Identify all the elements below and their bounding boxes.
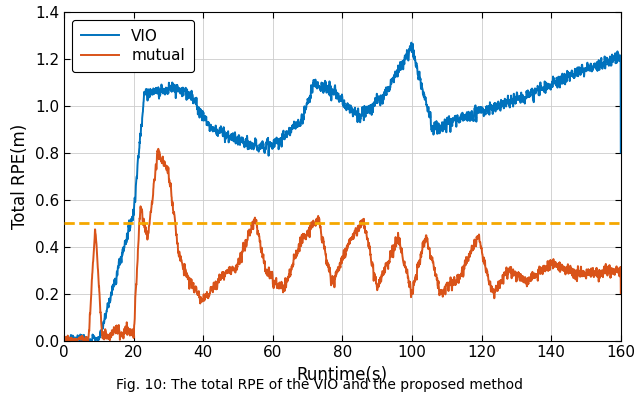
Y-axis label: Total RPE(m): Total RPE(m) [12, 124, 29, 229]
mutual [60, 335, 68, 340]
VIO [60, 335, 68, 340]
VIO [298, 112, 306, 116]
VIO [408, 40, 415, 45]
VIO [157, 88, 164, 93]
VIO [124, 236, 132, 241]
mutual [157, 158, 164, 163]
mutual [61, 338, 69, 343]
Text: Fig. 10: The total RPE of the VIO and the proposed method: Fig. 10: The total RPE of the VIO and th… [116, 378, 524, 392]
mutual [617, 291, 625, 295]
mutual [606, 274, 614, 278]
mutual [274, 284, 282, 289]
Line: mutual: mutual [64, 149, 621, 341]
VIO [274, 139, 282, 144]
VIO [547, 84, 554, 89]
VIO [63, 338, 70, 343]
VIO [617, 150, 625, 155]
VIO [606, 54, 614, 59]
Legend: VIO, mutual: VIO, mutual [72, 19, 194, 72]
mutual [547, 261, 554, 265]
mutual [154, 147, 162, 151]
mutual [298, 234, 306, 238]
Line: VIO: VIO [64, 43, 621, 341]
mutual [124, 328, 132, 333]
X-axis label: Runtime(s): Runtime(s) [297, 366, 388, 384]
